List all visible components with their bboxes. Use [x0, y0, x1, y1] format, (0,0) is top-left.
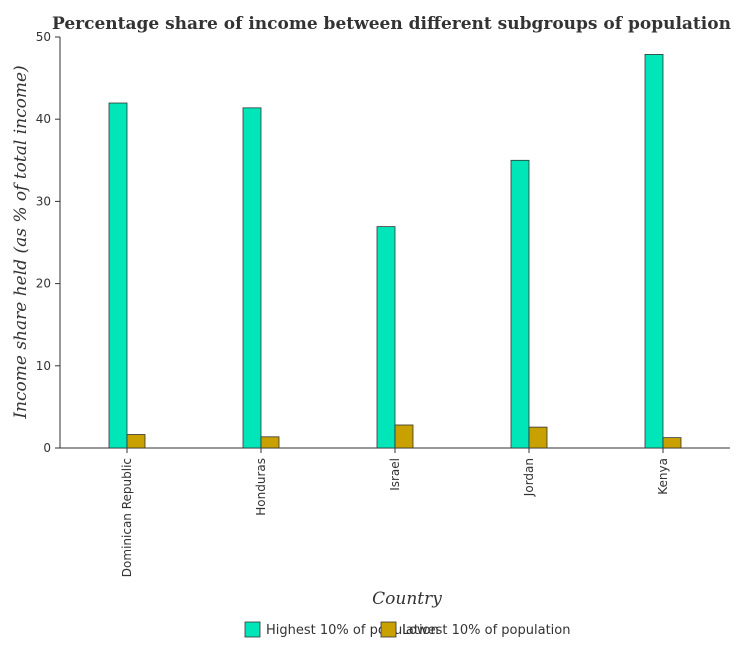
- y-tick-label: 20: [36, 277, 51, 291]
- x-axis-title: Country: [372, 589, 442, 609]
- legend-swatch: [380, 621, 397, 638]
- x-tick-label: Honduras: [254, 458, 268, 516]
- y-tick-label: 30: [36, 194, 51, 208]
- legend-swatch: [244, 621, 261, 638]
- legend-label: Lowest 10% of population: [402, 623, 570, 638]
- bar-lowest-israel: [394, 424, 414, 449]
- y-axis-title: Income share held (as % of total income): [11, 65, 31, 419]
- x-tick-label: Jordan: [522, 458, 536, 497]
- x-tick-label: Kenya: [656, 458, 670, 495]
- bar-lowest-jordan: [528, 426, 548, 449]
- x-tick-label: Dominican Republic: [120, 458, 134, 577]
- bar-lowest-kenya: [662, 437, 682, 449]
- bar-lowest-dominican-republic: [126, 434, 146, 449]
- plot-area: 0 10 20 30 40 50 Dominican Republic Honduras Isr…: [36, 30, 730, 577]
- chart-title: Percentage share of income between diffe…: [52, 14, 734, 34]
- bar-highest-israel: [376, 226, 396, 449]
- y-tick-label: 0: [43, 441, 51, 455]
- y-tick-label: 10: [36, 359, 51, 373]
- x-tick-label: Israel: [388, 458, 402, 491]
- bar-highest-jordan: [510, 159, 530, 449]
- bar-highest-honduras: [242, 107, 262, 449]
- y-tick-label: 50: [36, 30, 51, 44]
- bar-highest-kenya: [644, 54, 664, 449]
- bar-highest-dominican-republic: [108, 102, 128, 449]
- y-tick-label: 40: [36, 112, 51, 126]
- bar-lowest-honduras: [260, 436, 280, 449]
